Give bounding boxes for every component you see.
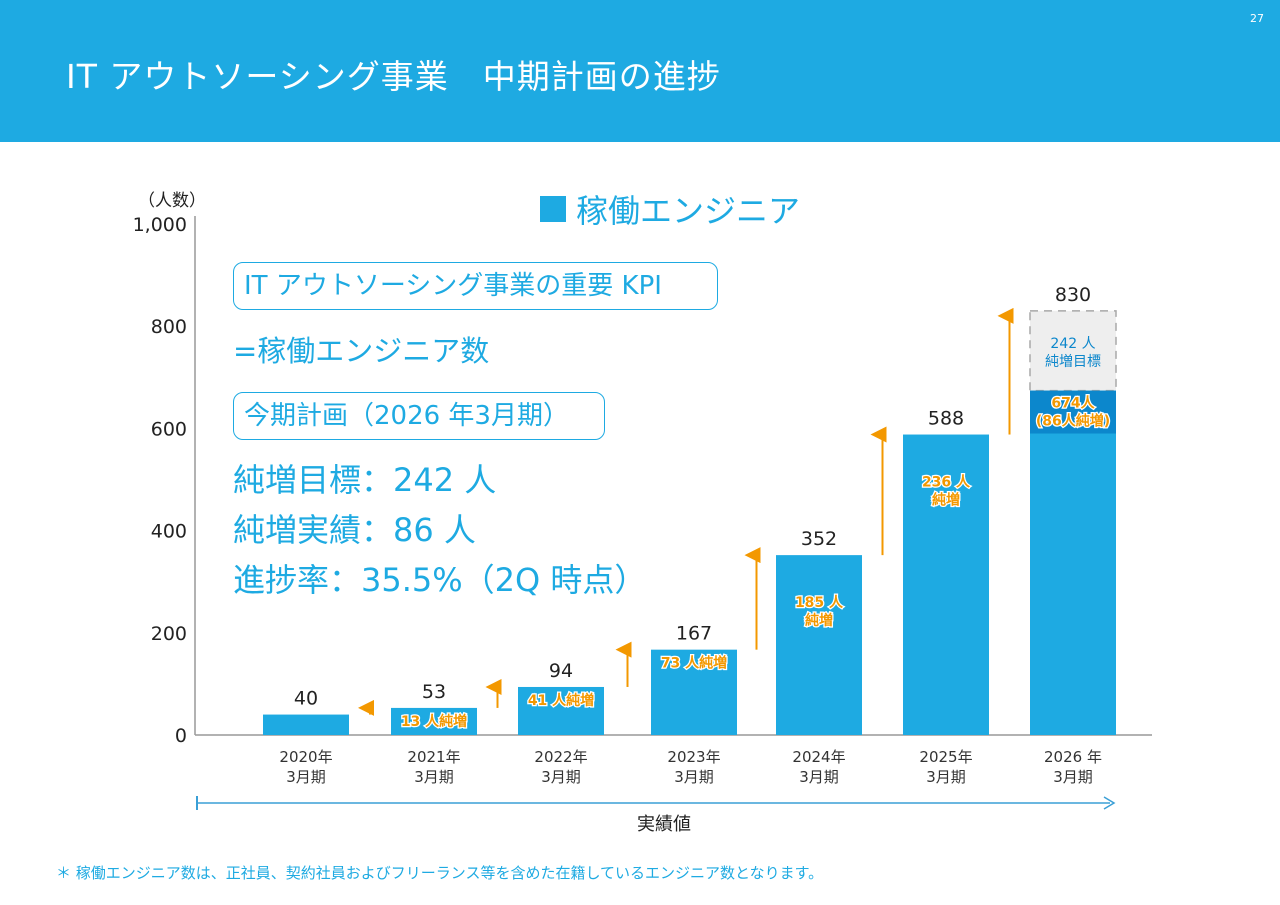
y-tick-label: 400 xyxy=(151,521,187,543)
chart-legend: 稼働エンジニア xyxy=(540,186,800,232)
increase-label: 純増 xyxy=(805,612,833,629)
stat-net-increase-actual: 純増実績：86 人 xyxy=(233,511,476,549)
kpi-definition: =稼働エンジニア数 xyxy=(233,334,490,368)
bar xyxy=(1030,390,1116,735)
value-label: 40 xyxy=(294,688,318,710)
x-tick-label: 2022年 xyxy=(534,748,587,766)
y-tick-label: 1,000 xyxy=(133,214,187,236)
increase-label: 41 人純増 xyxy=(528,692,594,709)
y-tick-label: 600 xyxy=(151,418,187,440)
y-tick-label: 800 xyxy=(151,316,187,338)
bar xyxy=(651,649,737,735)
y-tick-label: 0 xyxy=(175,725,187,747)
page-title: IT アウトソーシング事業 中期計画の進捗 xyxy=(66,57,721,96)
stat-net-increase-target: 純増目標：242 人 xyxy=(233,461,497,499)
increase-label: 純増 xyxy=(932,492,960,509)
increase-label: 674人 xyxy=(1051,395,1095,412)
target-label: 純増目標 xyxy=(1045,354,1101,370)
value-label: 167 xyxy=(676,623,712,645)
header-banner: IT アウトソーシング事業 中期計画の進捗 27 xyxy=(0,0,1280,142)
target-bar xyxy=(1029,310,1117,392)
x-tick-label: 3月期 xyxy=(926,768,966,786)
plan-heading-box: 今期計画（2026 年3月期） xyxy=(233,392,605,440)
x-tick-label: 2025年 xyxy=(919,748,972,766)
x-tick-label: 2023年 xyxy=(667,748,720,766)
bar xyxy=(391,707,477,735)
bar xyxy=(263,714,349,735)
y-axis-unit-label: （人数） xyxy=(138,191,206,211)
plan-heading: 今期計画（2026 年3月期） xyxy=(244,401,569,431)
increase-label: (86人純増) xyxy=(1036,413,1110,430)
increase-label: 73 人純増 xyxy=(661,655,727,672)
x-tick-label: 3月期 xyxy=(674,768,714,786)
x-tick-label: 3月期 xyxy=(1053,768,1093,786)
legend-swatch xyxy=(540,196,566,222)
y-tick-label: 200 xyxy=(151,623,187,645)
bar xyxy=(518,686,604,735)
actuals-span-label: 実績値 xyxy=(637,814,691,835)
stat-progress-rate: 進捗率：35.5%（2Q 時点） xyxy=(233,561,647,599)
kpi-heading-box: IT アウトソーシング事業の重要 KPI xyxy=(233,262,718,310)
value-label: 94 xyxy=(549,660,573,682)
page-number: 27 xyxy=(1250,12,1264,25)
x-tick-label: 3月期 xyxy=(541,768,581,786)
value-label: 352 xyxy=(801,528,837,550)
value-label: 588 xyxy=(928,408,964,430)
x-tick-label: 3月期 xyxy=(799,768,839,786)
x-tick-label: 2021年 xyxy=(407,748,460,766)
kpi-heading: IT アウトソーシング事業の重要 KPI xyxy=(244,271,662,301)
bar xyxy=(776,555,862,735)
x-tick-label: 2026 年 xyxy=(1044,748,1102,766)
actuals-span-arrowhead xyxy=(1103,796,1116,810)
increase-label: 236 人 xyxy=(922,474,971,491)
legend-label: 稼働エンジニア xyxy=(576,192,801,230)
x-tick-label: 2020年 xyxy=(279,748,332,766)
x-tick-label: 2024年 xyxy=(792,748,845,766)
increase-label: 13 人純増 xyxy=(401,713,467,730)
x-tick-label: 3月期 xyxy=(414,768,454,786)
current-progress-segment xyxy=(1030,390,1116,434)
footnote: ＊ 稼働エンジニア数は、正社員、契約社員およびフリーランス等を含めた在籍している… xyxy=(56,864,824,882)
x-tick-label: 3月期 xyxy=(286,768,326,786)
increase-label: 185 人 xyxy=(795,594,844,611)
value-label: 53 xyxy=(422,681,446,703)
bar xyxy=(903,434,989,735)
value-label: 830 xyxy=(1055,284,1091,306)
target-label: 242 人 xyxy=(1050,336,1095,352)
